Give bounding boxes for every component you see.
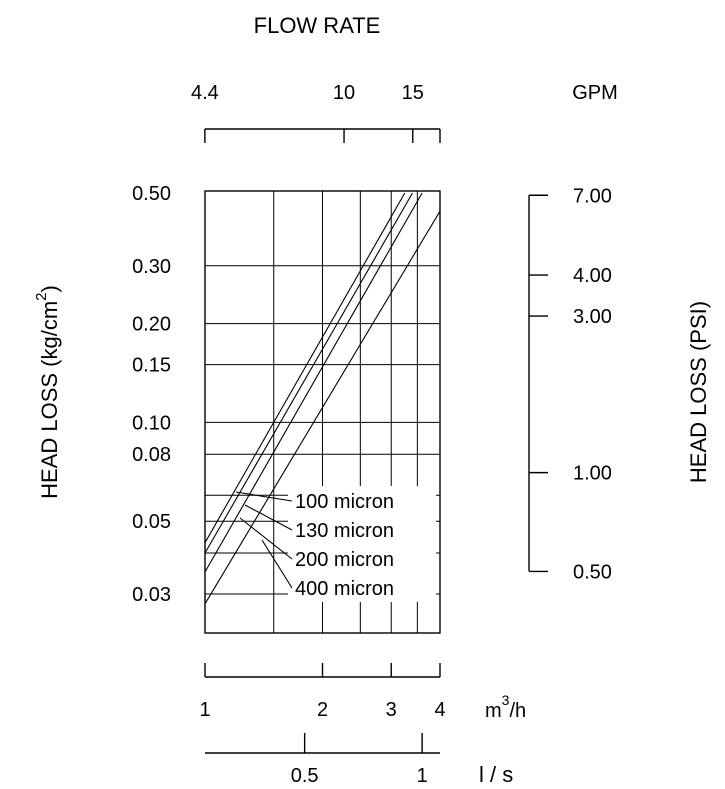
series-line (204, 210, 441, 605)
ls-tick-label: 0.5 (291, 765, 319, 787)
legend-label: 100 micron (295, 491, 394, 513)
legend-label: 130 micron (295, 520, 394, 542)
chart-title: FLOW RATE (254, 13, 381, 38)
legend-leader-line (239, 517, 293, 560)
series-line (204, 192, 423, 573)
left-tick-label: 0.20 (132, 314, 171, 336)
right-tick-label: 1.00 (573, 463, 612, 485)
left-axis-label-main: HEAD LOSS (kg/cm (37, 301, 62, 499)
left-tick-label: 0.30 (132, 256, 171, 278)
m3h-axis-label-tail: /h (509, 700, 526, 722)
right-tick-label: 7.00 (573, 185, 612, 207)
ls-axis-label: l / s (479, 762, 513, 787)
right-tick-label: 0.50 (573, 561, 612, 583)
legend-leader-line (261, 539, 293, 589)
gpm-tick-label: 4.4 (191, 82, 219, 104)
right-axis-label: HEAD LOSS (PSI) (686, 301, 711, 483)
m3h-tick-label: 3 (386, 699, 397, 721)
legend-leader-line (244, 504, 293, 531)
legend-label: 200 micron (295, 549, 394, 571)
m3h-tick-label: 4 (434, 699, 445, 721)
axes: 0.50 0.30 0.20 0.15 0.10 0.08 0.05 0.03 7.00 4.00… (132, 82, 612, 787)
legend: 100 micron 130 micron 200 micron 400 micron (235, 486, 436, 602)
right-tick-label: 4.00 (573, 265, 612, 287)
series-line (204, 192, 406, 543)
m3h-axis-label: m3/h (485, 692, 526, 722)
left-axis-label-close: ) (37, 285, 62, 292)
right-tick-label: 3.00 (573, 306, 612, 328)
left-axis-label: HEAD LOSS (kg/cm2) (33, 285, 62, 499)
gpm-tick-label: 10 (333, 82, 355, 104)
ls-tick-label: 1 (417, 765, 428, 787)
left-tick-label: 0.10 (132, 412, 171, 434)
left-tick-label: 0.15 (132, 355, 171, 377)
m3h-axis-label-sup: 3 (502, 692, 510, 708)
left-tick-label: 0.03 (132, 584, 171, 606)
left-tick-label: 0.05 (132, 511, 171, 533)
legend-leader-line (235, 491, 293, 502)
m3h-axis-label-main: m (485, 700, 502, 722)
legend-label: 400 micron (295, 578, 394, 600)
gpm-axis-label: GPM (572, 82, 618, 104)
left-tick-label: 0.50 (132, 183, 171, 205)
legend-box (288, 486, 436, 602)
m3h-tick-label: 1 (199, 699, 210, 721)
gpm-tick-label: 15 (402, 82, 424, 104)
left-tick-label: 0.08 (132, 444, 171, 466)
left-axis-label-sup: 2 (33, 292, 50, 300)
m3h-tick-label: 2 (317, 699, 328, 721)
